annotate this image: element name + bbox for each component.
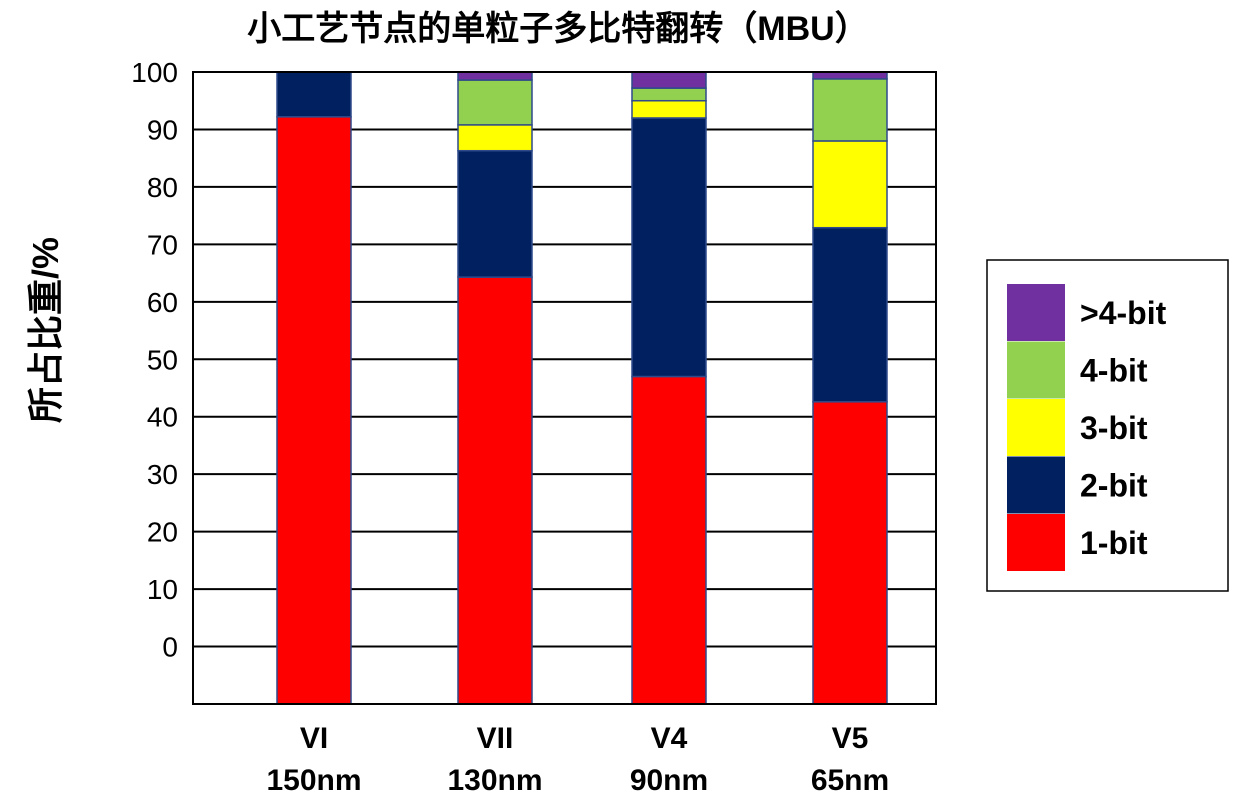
legend-swatch [1007, 399, 1065, 456]
bar-segment-2-bit-VI [276, 71, 352, 118]
bar-segment-4-bit-V4 [631, 87, 707, 102]
bar-segment-1-bit-V4 [631, 375, 707, 705]
bar-segment-2-bit-VII [457, 149, 533, 278]
x-tick-label: VI [300, 722, 328, 755]
y-tick-label: 0 [162, 632, 178, 663]
bar-segment-1-bit-V5 [812, 401, 888, 705]
plot-frame [192, 71, 937, 705]
legend-swatch [1007, 456, 1065, 514]
x-tick-label: V4 [651, 722, 688, 755]
x-tick-sublabel: 90nm [630, 764, 708, 797]
bar-segment-3-bit-V4 [631, 99, 707, 119]
bar-segment-4-bit-V5 [812, 78, 888, 142]
x-tick-label: V5 [832, 722, 869, 755]
y-tick-label: 100 [131, 57, 178, 88]
y-axis-label: 所占比重/% [25, 237, 66, 423]
bar-segment-3-bit-VII [457, 124, 533, 152]
y-tick-label: 70 [147, 229, 178, 260]
bar-segment-gt4-bit-V4 [631, 71, 707, 89]
y-tick-label: 30 [147, 459, 178, 490]
bar-segment-gt4-bit-VII [457, 71, 533, 81]
y-tick-label: 90 [147, 114, 178, 145]
legend-swatch [1007, 284, 1065, 341]
legend-label: 1-bit [1080, 525, 1148, 561]
bar-segment-1-bit-VII [457, 276, 533, 705]
x-tick-sublabel: 150nm [266, 764, 361, 797]
bar-segment-gt4-bit-V5 [812, 71, 888, 80]
bar-segment-1-bit-VI [276, 116, 352, 705]
legend-label: 3-bit [1080, 410, 1148, 446]
y-tick-label: 50 [147, 344, 178, 375]
bar-segment-2-bit-V4 [631, 117, 707, 378]
y-tick-label: 60 [147, 287, 178, 318]
y-tick-label: 20 [147, 517, 178, 548]
legend-label: 4-bit [1080, 353, 1148, 389]
bar-segment-4-bit-VII [457, 79, 533, 126]
y-tick-label: 40 [147, 402, 178, 433]
legend-label: 2-bit [1080, 468, 1148, 504]
chart-title: 小工艺节点的单粒子多比特翻转（MBU） [247, 9, 868, 48]
bar-segment-2-bit-V5 [812, 226, 888, 403]
legend-swatch [1007, 514, 1065, 571]
x-tick-sublabel: 130nm [447, 764, 542, 797]
y-tick-label: 10 [147, 574, 178, 605]
legend-label: >4-bit [1080, 295, 1167, 331]
bar-segment-3-bit-V5 [812, 140, 888, 229]
x-tick-sublabel: 65nm [811, 764, 889, 797]
x-tick-label: VII [477, 722, 514, 755]
legend-swatch [1007, 341, 1065, 399]
y-tick-label: 80 [147, 172, 178, 203]
